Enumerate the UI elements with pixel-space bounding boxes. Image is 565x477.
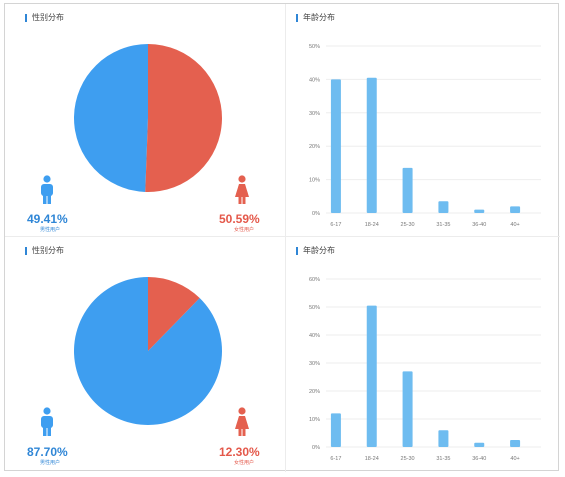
y-tick-label: 10% (309, 417, 320, 423)
x-tick-label: 36-40 (472, 222, 486, 228)
female-percentage: 50.59% (219, 212, 260, 226)
x-tick-label: 18-24 (365, 222, 379, 228)
x-tick-label: 18-24 (365, 456, 379, 462)
y-tick-label: 0% (312, 211, 320, 217)
pie-slice-female (145, 44, 222, 192)
x-tick-label: 31-35 (436, 456, 450, 462)
y-tick-label: 20% (309, 144, 320, 150)
y-tick-label: 10% (309, 178, 320, 184)
age-bar-chart-1: 0% 10% 20% 30% 40% 50% 6-17 18-24 25-30 31-35 36-4… (309, 44, 541, 228)
dashboard-frame: 性别分布 49.41% 男性用户 50.59% 女性用户 年龄分布 0% 10% 2… (4, 3, 560, 472)
x-tick-label: 31-35 (436, 222, 450, 228)
bar-18-24 (366, 305, 377, 447)
male-user-icon (41, 407, 53, 436)
bar-6-17 (330, 413, 341, 447)
male-percentage: 49.41% (27, 212, 68, 226)
gender-pie-chart-1 (73, 44, 222, 192)
age-panel-2: 年龄分布 0% 10% 20% 30% 40% 50% 60% 6-17 18-24 25-30 3… (286, 237, 560, 472)
male-label: 男性用户 (40, 227, 61, 233)
y-tick-label: 60% (309, 277, 320, 283)
horizontal-divider (5, 236, 560, 237)
panel-title: 性别分布 (25, 13, 64, 23)
panel-title: 年龄分布 (296, 13, 335, 23)
y-tick-label: 30% (309, 111, 320, 117)
x-tick-label: 36-40 (472, 456, 486, 462)
x-tick-label: 6-17 (330, 222, 341, 228)
panel-title: 年龄分布 (296, 246, 335, 256)
female-percentage: 12.30% (219, 445, 260, 459)
female-user-icon (235, 175, 249, 204)
bar-36-40 (474, 442, 485, 447)
x-tick-label: 40+ (510, 456, 519, 462)
pie-slice-male (73, 44, 148, 192)
y-tick-label: 40% (309, 77, 320, 83)
y-tick-label: 20% (309, 389, 320, 395)
bar-36-40 (474, 209, 485, 213)
panel-title: 性别分布 (25, 246, 64, 256)
bar-40+ (510, 206, 521, 213)
age-bar-chart-2: 0% 10% 20% 30% 40% 50% 60% 6-17 18-24 25-30 31-35 3… (309, 277, 541, 462)
male-label: 男性用户 (40, 460, 61, 466)
y-tick-label: 50% (309, 305, 320, 311)
male-user-icon (41, 175, 53, 204)
male-percentage: 87.70% (27, 445, 68, 459)
x-tick-label: 6-17 (330, 456, 341, 462)
bar-31-35 (438, 430, 449, 447)
y-tick-label: 50% (309, 44, 320, 50)
y-tick-label: 30% (309, 361, 320, 367)
gender-panel-1: 性别分布 49.41% 男性用户 50.59% 女性用户 (5, 4, 285, 236)
bar-25-30 (402, 371, 413, 447)
bar-25-30 (402, 167, 413, 213)
vertical-divider (285, 4, 286, 472)
y-tick-label: 40% (309, 333, 320, 339)
x-tick-label: 25-30 (401, 222, 415, 228)
female-user-icon (235, 407, 249, 436)
female-label: 女性用户 (234, 460, 255, 466)
pie-slice-female (148, 277, 200, 351)
bar-6-17 (330, 79, 341, 214)
bar-18-24 (366, 77, 377, 213)
female-label: 女性用户 (234, 227, 255, 233)
age-panel-1: 年龄分布 0% 10% 20% 30% 40% 50% 6-17 18-24 25-30 31-3… (286, 4, 560, 236)
bar-40+ (510, 440, 521, 447)
x-tick-label: 25-30 (401, 456, 415, 462)
bar-31-35 (438, 201, 449, 213)
gender-pie-chart-2 (74, 277, 223, 425)
y-tick-label: 0% (312, 445, 320, 451)
pie-slice-male (74, 277, 223, 425)
x-tick-label: 40+ (510, 222, 519, 228)
gender-panel-2: 性别分布 87.70% 男性用户 12.30% 女性用户 (5, 237, 285, 472)
